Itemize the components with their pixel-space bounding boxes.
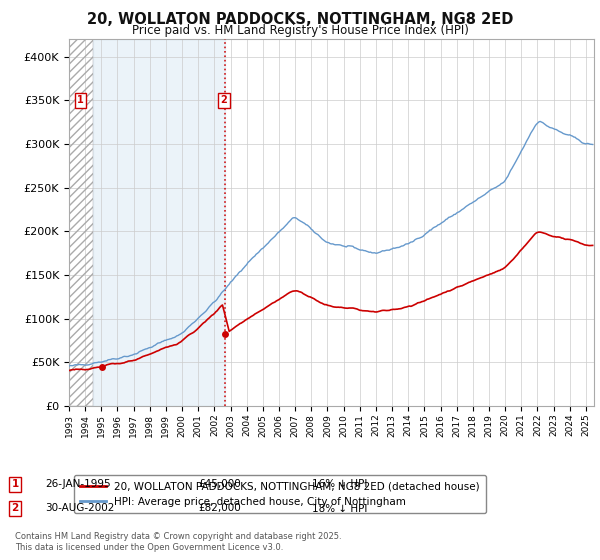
Text: £82,000: £82,000	[198, 503, 241, 514]
Text: 2: 2	[11, 503, 19, 514]
Text: £45,000: £45,000	[198, 479, 241, 489]
Text: 1: 1	[11, 479, 19, 489]
Bar	[93, 39, 225, 406]
Text: 26-JAN-1995: 26-JAN-1995	[45, 479, 110, 489]
Text: 20, WOLLATON PADDOCKS, NOTTINGHAM, NG8 2ED: 20, WOLLATON PADDOCKS, NOTTINGHAM, NG8 2…	[87, 12, 513, 27]
Bar	[69, 39, 93, 406]
Text: 18% ↓ HPI: 18% ↓ HPI	[312, 503, 367, 514]
Text: 1: 1	[77, 95, 83, 105]
Text: Price paid vs. HM Land Registry's House Price Index (HPI): Price paid vs. HM Land Registry's House …	[131, 24, 469, 37]
Text: 16% ↓ HPI: 16% ↓ HPI	[312, 479, 367, 489]
Bar	[69, 39, 93, 406]
Legend: 20, WOLLATON PADDOCKS, NOTTINGHAM, NG8 2ED (detached house), HPI: Average price,: 20, WOLLATON PADDOCKS, NOTTINGHAM, NG8 2…	[74, 475, 486, 513]
Text: 2: 2	[221, 95, 227, 105]
Text: 30-AUG-2002: 30-AUG-2002	[45, 503, 115, 514]
Text: Contains HM Land Registry data © Crown copyright and database right 2025.
This d: Contains HM Land Registry data © Crown c…	[15, 532, 341, 552]
